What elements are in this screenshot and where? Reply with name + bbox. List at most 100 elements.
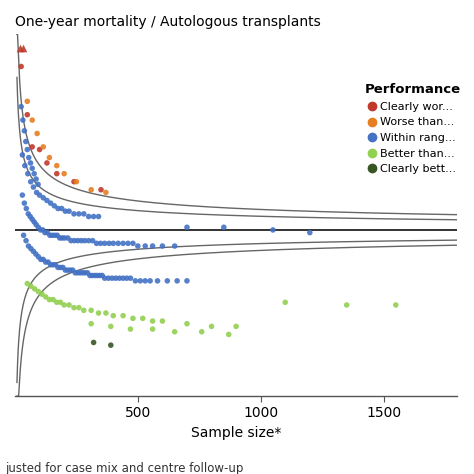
Point xyxy=(45,258,52,266)
Point xyxy=(24,111,31,118)
Point xyxy=(141,242,149,250)
Point xyxy=(36,191,43,199)
Point xyxy=(90,339,97,346)
Point xyxy=(112,274,119,282)
Point xyxy=(74,269,82,277)
Point xyxy=(46,154,53,161)
Point xyxy=(343,301,350,309)
Point xyxy=(99,272,106,279)
Point xyxy=(119,312,127,319)
Point xyxy=(225,331,233,338)
Point xyxy=(65,208,73,215)
Point xyxy=(69,266,76,274)
Point xyxy=(27,159,34,167)
Point xyxy=(42,293,49,301)
Point xyxy=(25,154,33,161)
Point xyxy=(39,194,47,201)
Point xyxy=(62,266,69,274)
Point xyxy=(20,127,28,135)
Point xyxy=(102,189,109,196)
Point xyxy=(95,213,102,220)
Point xyxy=(36,146,43,154)
Point xyxy=(102,309,109,317)
Point xyxy=(76,269,84,277)
X-axis label: Sample size*: Sample size* xyxy=(191,426,281,440)
Point xyxy=(25,210,32,218)
Point xyxy=(65,301,73,309)
Point xyxy=(52,261,59,269)
Point xyxy=(134,242,142,250)
Point xyxy=(93,272,101,279)
Point xyxy=(119,274,127,282)
Point xyxy=(35,288,42,295)
Point xyxy=(33,130,41,137)
Point xyxy=(392,301,400,309)
Point xyxy=(34,181,42,188)
Point xyxy=(30,183,37,191)
Point xyxy=(183,320,191,328)
Point xyxy=(56,234,64,242)
Point xyxy=(20,200,28,207)
Point xyxy=(27,213,34,220)
Point xyxy=(141,277,149,285)
Point xyxy=(25,242,32,250)
Point xyxy=(60,170,68,177)
Point xyxy=(198,328,206,336)
Point xyxy=(39,226,46,234)
Point xyxy=(105,274,112,282)
Point xyxy=(70,210,78,218)
Point xyxy=(95,309,102,317)
Point xyxy=(159,317,166,325)
Point xyxy=(41,229,49,237)
Point xyxy=(32,221,40,228)
Legend: Clearly wor..., Worse than..., Within rang..., Better than..., Clearly bett...: Clearly wor..., Worse than..., Within ra… xyxy=(365,83,461,174)
Point xyxy=(80,307,88,314)
Point xyxy=(80,210,88,218)
Point xyxy=(22,138,29,146)
Point xyxy=(149,317,156,325)
Point xyxy=(70,304,78,311)
Point xyxy=(96,272,103,279)
Point xyxy=(61,234,68,242)
Point xyxy=(53,299,61,306)
Point xyxy=(132,277,139,285)
Point xyxy=(171,242,179,250)
Point xyxy=(89,272,96,279)
Point xyxy=(48,231,56,239)
Point xyxy=(21,162,28,169)
Point xyxy=(37,255,45,263)
Point xyxy=(47,261,55,269)
Point xyxy=(85,237,92,245)
Point xyxy=(149,242,156,250)
Point xyxy=(87,307,95,314)
Point xyxy=(53,170,61,177)
Point xyxy=(84,269,91,277)
Point xyxy=(101,239,109,247)
Point xyxy=(129,239,137,247)
Point xyxy=(79,269,86,277)
Point xyxy=(66,266,74,274)
Point xyxy=(71,237,78,245)
Point xyxy=(107,341,115,349)
Point xyxy=(159,242,166,250)
Point xyxy=(39,143,47,151)
Point xyxy=(30,218,38,226)
Point xyxy=(30,247,37,255)
Point xyxy=(38,291,46,298)
Point xyxy=(51,202,58,210)
Point xyxy=(46,296,53,303)
Point xyxy=(87,186,95,193)
Text: justed for case mix and centre follow-up: justed for case mix and centre follow-up xyxy=(5,462,243,474)
Point xyxy=(108,274,116,282)
Point xyxy=(220,223,228,231)
Point xyxy=(22,237,30,245)
Point xyxy=(127,325,134,333)
Point xyxy=(87,320,95,328)
Point xyxy=(74,237,82,245)
Point xyxy=(49,296,57,303)
Point xyxy=(75,304,82,311)
Point xyxy=(28,116,36,124)
Point xyxy=(18,63,25,70)
Point xyxy=(19,44,27,52)
Point xyxy=(86,272,94,279)
